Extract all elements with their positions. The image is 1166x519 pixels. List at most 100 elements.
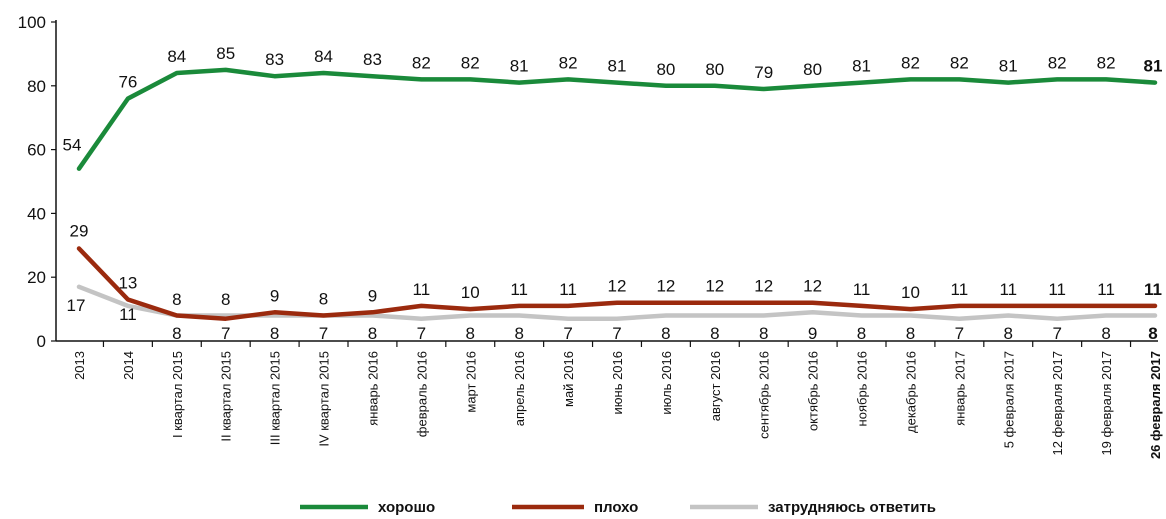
x-tick-label: февраль 2016 <box>414 351 429 437</box>
data-label: 8 <box>857 324 866 343</box>
data-label: 80 <box>705 60 724 79</box>
data-label: 7 <box>1052 324 1061 343</box>
x-tick-label: 19 февраля 2017 <box>1099 351 1114 456</box>
data-label: 11 <box>853 280 871 299</box>
data-label: 8 <box>759 324 768 343</box>
data-label: 81 <box>510 57 529 76</box>
data-label: 84 <box>314 47 333 66</box>
data-label: 12 <box>803 277 822 296</box>
x-tick-label: декабрь 2016 <box>903 351 918 433</box>
x-tick-label: 2013 <box>72 351 87 380</box>
y-tick-label: 100 <box>18 13 46 32</box>
x-tick-label: IV квартал 2015 <box>317 351 332 447</box>
x-tick-label: август 2016 <box>708 351 723 421</box>
series-line-1 <box>76 246 1158 321</box>
data-label: 11 <box>951 280 969 299</box>
data-label: 82 <box>559 53 578 72</box>
y-tick-label: 20 <box>27 268 46 287</box>
data-label: 8 <box>172 290 181 309</box>
x-tick-label: январь 2016 <box>365 351 380 426</box>
chart-legend: хорошо плохо затрудняюсь ответить <box>300 499 936 516</box>
data-label: 11 <box>1048 280 1066 299</box>
data-label: 9 <box>808 324 817 343</box>
data-label: 82 <box>901 53 920 72</box>
data-label: 8 <box>514 324 523 343</box>
data-label: 7 <box>955 324 964 343</box>
data-label: 7 <box>417 324 426 343</box>
x-tick-label: 26 февраля 2017 <box>1148 351 1163 459</box>
data-label: 10 <box>901 283 920 302</box>
legend-label: хорошо <box>378 499 435 516</box>
data-label: 8 <box>221 290 230 309</box>
data-label: 80 <box>803 60 822 79</box>
x-tick-label: ноябрь 2016 <box>855 351 870 426</box>
data-label: 7 <box>612 324 621 343</box>
x-tick-label: май 2016 <box>561 351 576 407</box>
series-line-0 <box>76 67 1158 171</box>
data-label: 8 <box>172 324 181 343</box>
data-label: 11 <box>413 280 431 299</box>
y-tick-label: 60 <box>27 141 46 160</box>
x-tick-label: 5 февраля 2017 <box>1001 351 1016 448</box>
data-label: 12 <box>705 277 724 296</box>
x-tick-label: 12 февраля 2017 <box>1050 351 1065 456</box>
x-tick-label: III квартал 2015 <box>268 351 283 445</box>
chart-lines <box>76 67 1158 321</box>
data-label: 12 <box>754 277 773 296</box>
data-label: 8 <box>368 324 377 343</box>
data-label: 8 <box>466 324 475 343</box>
data-label: 82 <box>1048 53 1067 72</box>
x-tick-label: II квартал 2015 <box>219 351 234 442</box>
data-label: 8 <box>270 324 279 343</box>
x-tick-label: сентябрь 2016 <box>757 351 772 439</box>
data-label: 83 <box>363 50 382 69</box>
chart-axes: 0 20 40 60 80 100 2013 2014 I квартал 2015 II ква… <box>18 13 1163 459</box>
legend-label: плохо <box>594 499 638 516</box>
data-label: 11 <box>999 280 1017 299</box>
x-tick-label: I квартал 2015 <box>170 351 185 438</box>
data-label: 10 <box>461 283 480 302</box>
data-label: 79 <box>754 63 773 82</box>
data-label: 11 <box>559 280 577 299</box>
data-label: 12 <box>656 277 675 296</box>
data-label: 76 <box>118 73 137 92</box>
data-label: 8 <box>1004 324 1013 343</box>
data-label: 8 <box>1148 324 1157 343</box>
data-label: 11 <box>119 305 137 324</box>
data-label: 81 <box>999 57 1018 76</box>
data-label: 80 <box>656 60 675 79</box>
x-tick-label: 2014 <box>121 351 136 380</box>
data-label: 7 <box>221 324 230 343</box>
data-label: 81 <box>1144 57 1163 76</box>
x-tick-label: октябрь 2016 <box>806 351 821 431</box>
y-tick-label: 80 <box>27 77 46 96</box>
data-label: 82 <box>461 53 480 72</box>
data-label: 11 <box>1144 280 1162 299</box>
data-label: 8 <box>319 289 328 308</box>
data-label: 84 <box>167 47 186 66</box>
y-tick-label: 40 <box>27 204 46 223</box>
data-label: 82 <box>412 53 431 72</box>
data-label: 82 <box>950 53 969 72</box>
x-tick-label: июнь 2016 <box>610 351 625 415</box>
data-label: 7 <box>319 324 328 343</box>
data-label: 17 <box>67 296 86 315</box>
data-label: 8 <box>1101 324 1110 343</box>
data-label: 12 <box>608 277 627 296</box>
data-label: 8 <box>661 324 670 343</box>
data-label: 81 <box>608 57 627 76</box>
legend-label: затрудняюсь ответить <box>768 499 936 516</box>
data-label: 9 <box>270 286 279 305</box>
data-label: 8 <box>710 324 719 343</box>
data-label: 83 <box>265 50 284 69</box>
data-label: 81 <box>852 57 871 76</box>
data-label: 7 <box>563 324 572 343</box>
data-label: 13 <box>118 274 137 293</box>
data-label: 8 <box>906 324 915 343</box>
data-label: 85 <box>216 44 235 63</box>
data-label: 82 <box>1097 53 1116 72</box>
data-label: 11 <box>1097 280 1115 299</box>
x-tick-label: март 2016 <box>463 351 478 413</box>
